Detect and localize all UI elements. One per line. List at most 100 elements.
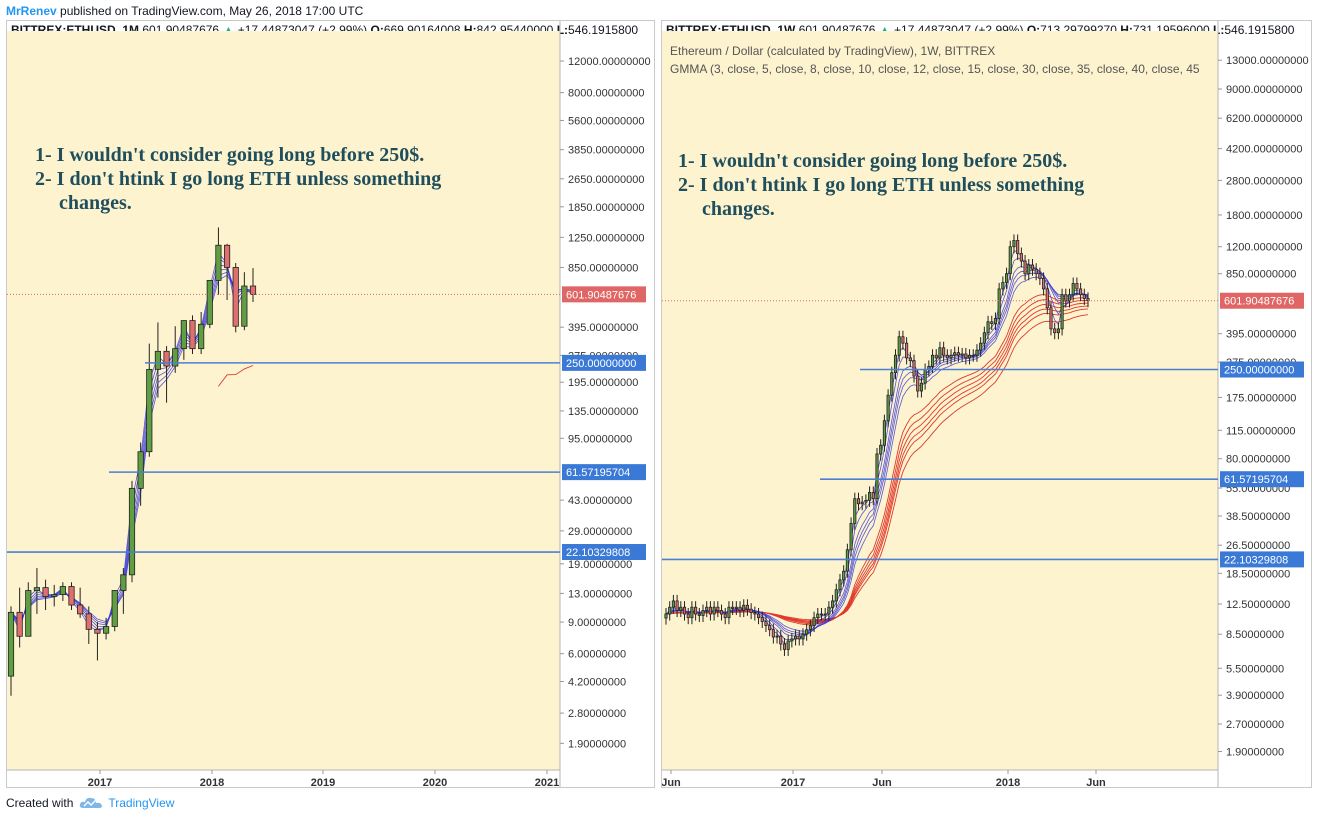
candle-bull <box>982 332 986 344</box>
candle-bear <box>1034 268 1038 275</box>
y-tick-label: 8.50000000 <box>1226 629 1284 641</box>
y-tick-label: 38.50000000 <box>1226 511 1290 523</box>
y-tick-label: 850.00000000 <box>1226 269 1296 281</box>
candle-bull <box>25 590 32 637</box>
tradingview-brand: TradingView <box>108 796 175 810</box>
candle-bull <box>206 279 213 325</box>
candle-bear <box>697 613 701 616</box>
y-tick-label: 9.00000000 <box>568 617 626 629</box>
chart-canvas-monthly[interactable]: 12000.00000000 8000.00000000 5600.00000000… <box>7 21 655 788</box>
candle-bear <box>779 635 783 645</box>
candle-bull <box>979 342 983 351</box>
candle-bull <box>671 600 675 608</box>
candle-bull <box>882 420 886 446</box>
candle-bull <box>679 606 683 611</box>
candle-bull <box>886 394 890 422</box>
candle-bear <box>1038 273 1042 279</box>
plot-background <box>662 31 1218 770</box>
y-tick-label: 18.50000000 <box>1226 568 1290 580</box>
candle-bear <box>1064 294 1068 302</box>
candle-bear <box>964 353 968 359</box>
x-tick-label: Jun <box>872 777 892 788</box>
y-tick-label: 3.90000000 <box>1226 690 1284 702</box>
plot-background <box>7 31 560 770</box>
candle-bull <box>838 579 842 591</box>
candle-bull <box>794 635 798 640</box>
candle-bull <box>812 617 816 626</box>
y-tick-label: 43.00000000 <box>568 495 632 507</box>
candle-bull <box>960 353 964 356</box>
candle-bull <box>834 589 838 602</box>
support-level-label: 61.57195704 <box>1224 474 1288 486</box>
candle-bear <box>94 628 101 634</box>
candle-bear <box>232 267 239 327</box>
support-level-tag <box>562 544 646 561</box>
candle-bear <box>745 604 749 610</box>
candle-bull <box>668 606 672 615</box>
candle-bull <box>808 625 812 631</box>
candle-bull <box>701 610 705 616</box>
chart-panel-weekly[interactable]: BITTREX:ETHUSD, 1W 601.90487676 ▲ +17.44… <box>661 20 1312 788</box>
y-tick-label: 4.20000000 <box>568 677 626 689</box>
author-link[interactable]: MrRenev <box>6 4 57 18</box>
candle-bull <box>33 587 41 591</box>
last-price-tag <box>1220 292 1304 309</box>
candle-bear <box>871 492 875 500</box>
candle-bull <box>842 570 846 581</box>
candle-bull <box>805 629 809 635</box>
candle-bull <box>1067 294 1072 302</box>
candle-bull <box>897 336 901 356</box>
candle-bull <box>1008 246 1012 275</box>
candle-bull <box>59 586 66 596</box>
y-tick-label: 95.00000000 <box>568 433 632 445</box>
created-with-text: Created with <box>6 796 74 810</box>
y-tick-label: 135.00000000 <box>568 406 638 418</box>
x-tick-label: 2017 <box>781 777 805 788</box>
candle-bear <box>1042 278 1046 290</box>
candle-bull <box>801 633 805 640</box>
annotation-text: 1- I wouldn't consider going long before… <box>35 144 424 166</box>
y-tick-label: 13.00000000 <box>568 588 632 600</box>
y-tick-label: 3850.00000000 <box>568 145 644 157</box>
legend-title: Ethereum / Dollar (calculated by Trading… <box>670 44 995 58</box>
candle-bull <box>775 635 779 638</box>
y-tick-label: 1250.00000000 <box>568 232 644 244</box>
y-tick-label: 1850.00000000 <box>568 202 644 214</box>
candle-bear <box>942 347 946 356</box>
candle-bear <box>797 635 801 640</box>
y-tick-label: 1200.00000000 <box>1226 242 1302 254</box>
y-tick-label: 2.70000000 <box>1226 719 1284 731</box>
candle-bear <box>908 357 912 362</box>
x-tick-label: 2019 <box>311 777 335 788</box>
candle-bear <box>694 606 698 615</box>
candle-bull <box>690 606 694 619</box>
candle-bear <box>163 350 170 367</box>
y-tick-label: 1800.00000000 <box>1226 210 1302 222</box>
support-level-label: 22.10329808 <box>1224 554 1288 566</box>
candle-bull <box>705 606 709 611</box>
candle-bear <box>1019 253 1023 262</box>
candle-bear <box>738 606 742 611</box>
y-tick-label: 8000.00000000 <box>568 88 644 100</box>
y-tick-label: 395.00000000 <box>568 322 638 334</box>
chart-canvas-weekly[interactable]: 13000.00000000 9000.00000000 6200.00000000… <box>662 21 1312 788</box>
y-tick-label: 1.90000000 <box>568 738 626 750</box>
candle-bear <box>682 606 687 615</box>
y-tick-label: 13000.00000000 <box>1226 55 1309 67</box>
legend-indicator: GMMA (3, close, 5, close, 8, close, 10, … <box>670 62 1200 76</box>
support-level-label: 250.00000000 <box>1224 365 1294 377</box>
candle-bull <box>986 321 990 334</box>
candle-bear <box>85 613 92 630</box>
candle-bear <box>756 613 761 619</box>
x-tick-label: Jun <box>1086 777 1106 788</box>
support-level-tag <box>562 464 646 481</box>
support-level-tag <box>1220 551 1304 568</box>
chart-panel-monthly[interactable]: BITTREX:ETHUSD, 1M 601.90487676 ▲ +17.44… <box>6 20 655 788</box>
candle-bear <box>1079 288 1083 296</box>
candle-bear <box>68 586 75 606</box>
candle-bull <box>864 499 868 503</box>
tradingview-link[interactable]: TradingView <box>79 796 174 810</box>
y-tick-label: 19.00000000 <box>568 559 632 571</box>
candle-bull <box>664 613 668 619</box>
candle-bull <box>198 323 205 350</box>
